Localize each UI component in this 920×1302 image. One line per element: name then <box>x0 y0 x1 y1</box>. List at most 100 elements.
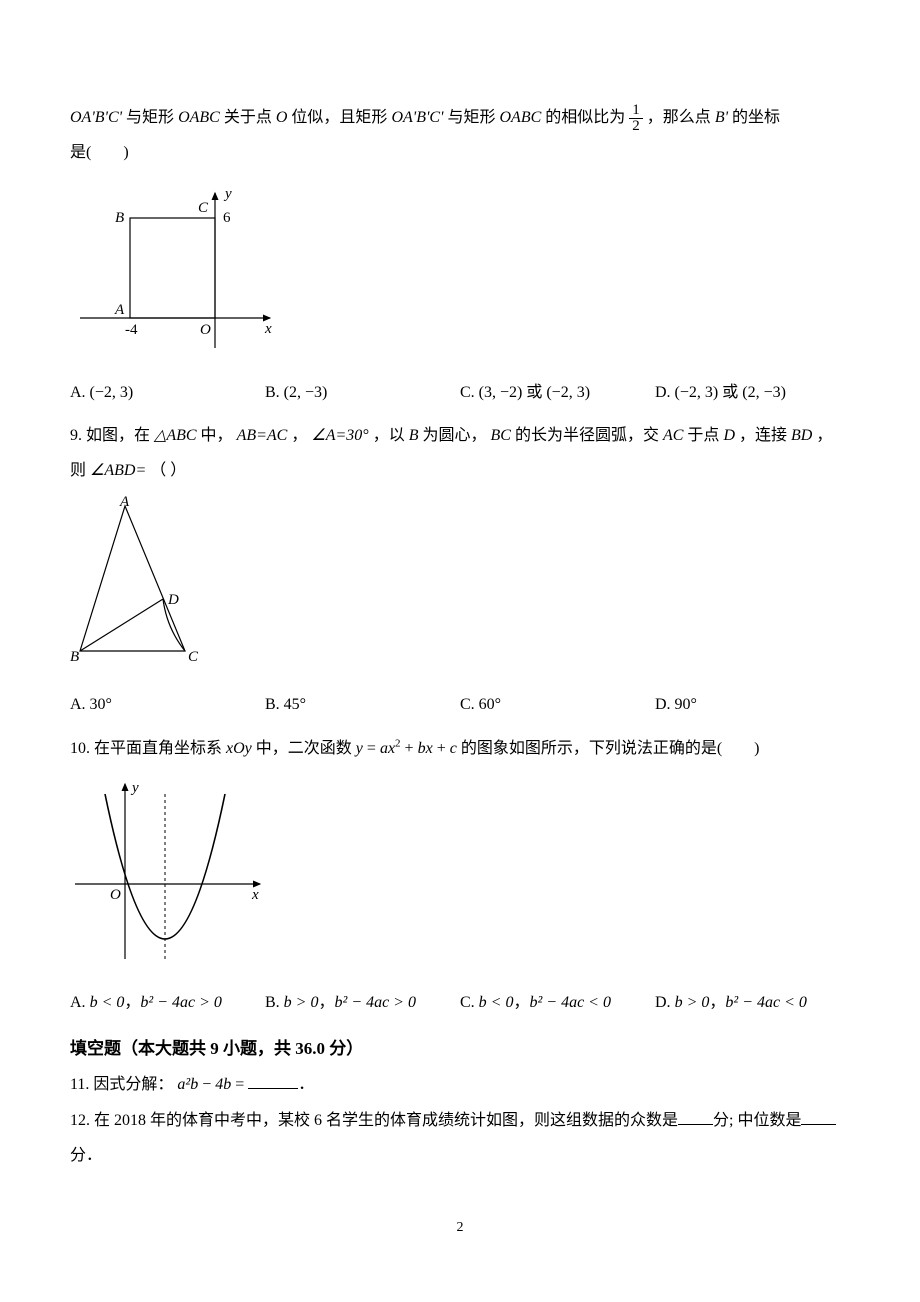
q8-t2: 关于点 <box>224 109 272 126</box>
svg-text:6: 6 <box>223 210 231 226</box>
q10-xoy: xOy <box>226 740 252 757</box>
q8-t3: 位似，且矩形 <box>291 109 387 126</box>
q11: 11. 因式分解： a²b − 4b = ． <box>70 1067 850 1102</box>
q9-opt-b[interactable]: B. 45° <box>265 687 460 722</box>
svg-text:-4: -4 <box>125 322 138 338</box>
q9-figure: A B C D <box>70 496 850 679</box>
q10c-b: b < 0 <box>479 994 514 1011</box>
q9-l2-pre: 则 <box>70 462 86 479</box>
q10-p2: + <box>433 740 450 757</box>
q9-eq1: AB=AC <box>237 427 288 444</box>
q10-opt-a[interactable]: A. b < 0，b² − 4ac > 0 <box>70 985 265 1020</box>
q9-t5: 的长为半径圆弧，交 <box>515 427 659 444</box>
q10a-pre: A. <box>70 994 90 1011</box>
q9-tri: △ABC <box>154 427 197 444</box>
q11-blank[interactable] <box>248 1074 298 1089</box>
svg-text:C: C <box>198 200 209 216</box>
q12-blank1[interactable] <box>678 1110 713 1125</box>
q11-4b: 4b <box>215 1076 231 1093</box>
q9-B: B <box>409 427 419 444</box>
q8-opt-d[interactable]: D. (−2, 3) 或 (2, −3) <box>655 375 850 410</box>
q11-period: ． <box>298 1076 314 1093</box>
q10-p1: + <box>401 740 418 757</box>
q8-Bp: B' <box>715 109 728 126</box>
q11-m: − <box>198 1076 215 1093</box>
q8-t1: 与矩形 <box>126 109 174 126</box>
q9-t7: ，连接 <box>739 427 787 444</box>
q12-line2: 分． <box>70 1138 850 1173</box>
q10d-b: b > 0 <box>675 994 710 1011</box>
q10d-pre: D. <box>655 994 675 1011</box>
page-number: 2 <box>70 1213 850 1244</box>
q10-opt-d[interactable]: D. b > 0，b² − 4ac < 0 <box>655 985 850 1020</box>
q9-opt-a[interactable]: A. 30° <box>70 687 265 722</box>
svg-text:O: O <box>200 322 211 338</box>
q8-oabc-1: OABC <box>178 109 220 126</box>
q10c-d: b² − 4ac < 0 <box>529 994 611 1011</box>
svg-text:x: x <box>251 887 259 903</box>
q9-t1: 中， <box>201 427 233 444</box>
q10a-b: b < 0 <box>90 994 125 1011</box>
q9-opt-d[interactable]: D. 90° <box>655 687 850 722</box>
q8-options: A. (−2, 3) B. (2, −3) C. (3, −2) 或 (−2, … <box>70 375 850 410</box>
q8-frac-num: 1 <box>629 103 643 119</box>
q10-text: 10. 在平面直角坐标系 xOy 中，二次函数 y = ax2 + bx + c… <box>70 731 850 766</box>
q12-l1b: 分; 中位数是 <box>713 1112 801 1129</box>
svg-text:B: B <box>115 210 124 226</box>
q10-y: y <box>356 740 363 757</box>
q8-oabcp-1: OA'B'C' <box>70 109 122 126</box>
q8-t5: 的相似比为 <box>545 109 625 126</box>
q9-ang: ∠A=30° <box>311 427 368 444</box>
svg-text:A: A <box>119 496 130 510</box>
svg-text:B: B <box>70 649 79 665</box>
q11-prefix: 11. 因式分解： <box>70 1076 173 1093</box>
q9-BC: BC <box>491 427 511 444</box>
svg-text:D: D <box>167 592 179 608</box>
q10-prefix: 10. 在平面直角坐标系 <box>70 740 222 757</box>
svg-text:O: O <box>110 887 121 903</box>
q8-figure: y x B C 6 A -4 O <box>70 178 850 366</box>
q12-blank2[interactable] <box>801 1110 836 1125</box>
q9-D: D <box>723 427 735 444</box>
q10-opt-c[interactable]: C. b < 0，b² − 4ac < 0 <box>460 985 655 1020</box>
q10b-b: b > 0 <box>284 994 319 1011</box>
q8-frac: 1 2 <box>629 103 643 134</box>
q8-opt-b[interactable]: B. (2, −3) <box>265 375 460 410</box>
q9-text: 9. 如图，在 △ABC 中， AB=AC ， ∠A=30° ，以 B 为圆心，… <box>70 418 850 453</box>
q8-oabc-2: OABC <box>500 109 542 126</box>
q10-t1: 中，二次函数 <box>256 740 352 757</box>
section2-title: 填空题（本大题共 9 小题，共 36.0 分） <box>70 1030 850 1067</box>
q12-line1: 12. 在 2018 年的体育中考中，某校 6 名学生的体育成绩统计如图，则这组… <box>70 1103 850 1138</box>
q9-prefix: 9. 如图，在 <box>70 427 150 444</box>
q8-is: 是( ) <box>70 135 850 170</box>
q10-eq: = <box>363 740 380 757</box>
q8-cont: OA'B'C' 与矩形 OABC 关于点 O 位似，且矩形 OA'B'C' 与矩… <box>70 100 850 135</box>
q9-t2: ， <box>291 427 307 444</box>
svg-text:y: y <box>130 780 139 796</box>
q10a-d: b² − 4ac > 0 <box>140 994 222 1011</box>
q9-abd: ∠ABD= <box>90 462 146 479</box>
q12-l1a: 12. 在 2018 年的体育中考中，某校 6 名学生的体育成绩统计如图，则这组… <box>70 1112 678 1129</box>
q8-opt-a[interactable]: A. (−2, 3) <box>70 375 265 410</box>
q8-O: O <box>276 109 288 126</box>
q10-c: c <box>450 740 457 757</box>
q8-t7: 的坐标 <box>732 109 780 126</box>
q10-bx: bx <box>418 740 433 757</box>
svg-text:x: x <box>264 321 272 337</box>
q8-opt-c[interactable]: C. (3, −2) 或 (−2, 3) <box>460 375 655 410</box>
q11-eq: = <box>231 1076 248 1093</box>
q10a-sep: ， <box>124 994 140 1011</box>
q9-opt-c[interactable]: C. 60° <box>460 687 655 722</box>
q10-t2: 的图象如图所示，下列说法正确的是( ) <box>461 740 760 757</box>
q8-oabcp-2: OA'B'C' <box>391 109 443 126</box>
q10-ax2: ax <box>380 740 395 757</box>
svg-text:C: C <box>188 649 199 665</box>
q9-t8: ， <box>816 427 832 444</box>
q8-t4: 与矩形 <box>447 109 495 126</box>
q10b-sep: ， <box>318 994 334 1011</box>
q10-opt-b[interactable]: B. b > 0，b² − 4ac > 0 <box>265 985 460 1020</box>
q10b-d: b² − 4ac > 0 <box>334 994 416 1011</box>
q9-options: A. 30° B. 45° C. 60° D. 90° <box>70 687 850 722</box>
q10-figure: y x O <box>70 774 850 977</box>
q10d-d: b² − 4ac < 0 <box>725 994 807 1011</box>
